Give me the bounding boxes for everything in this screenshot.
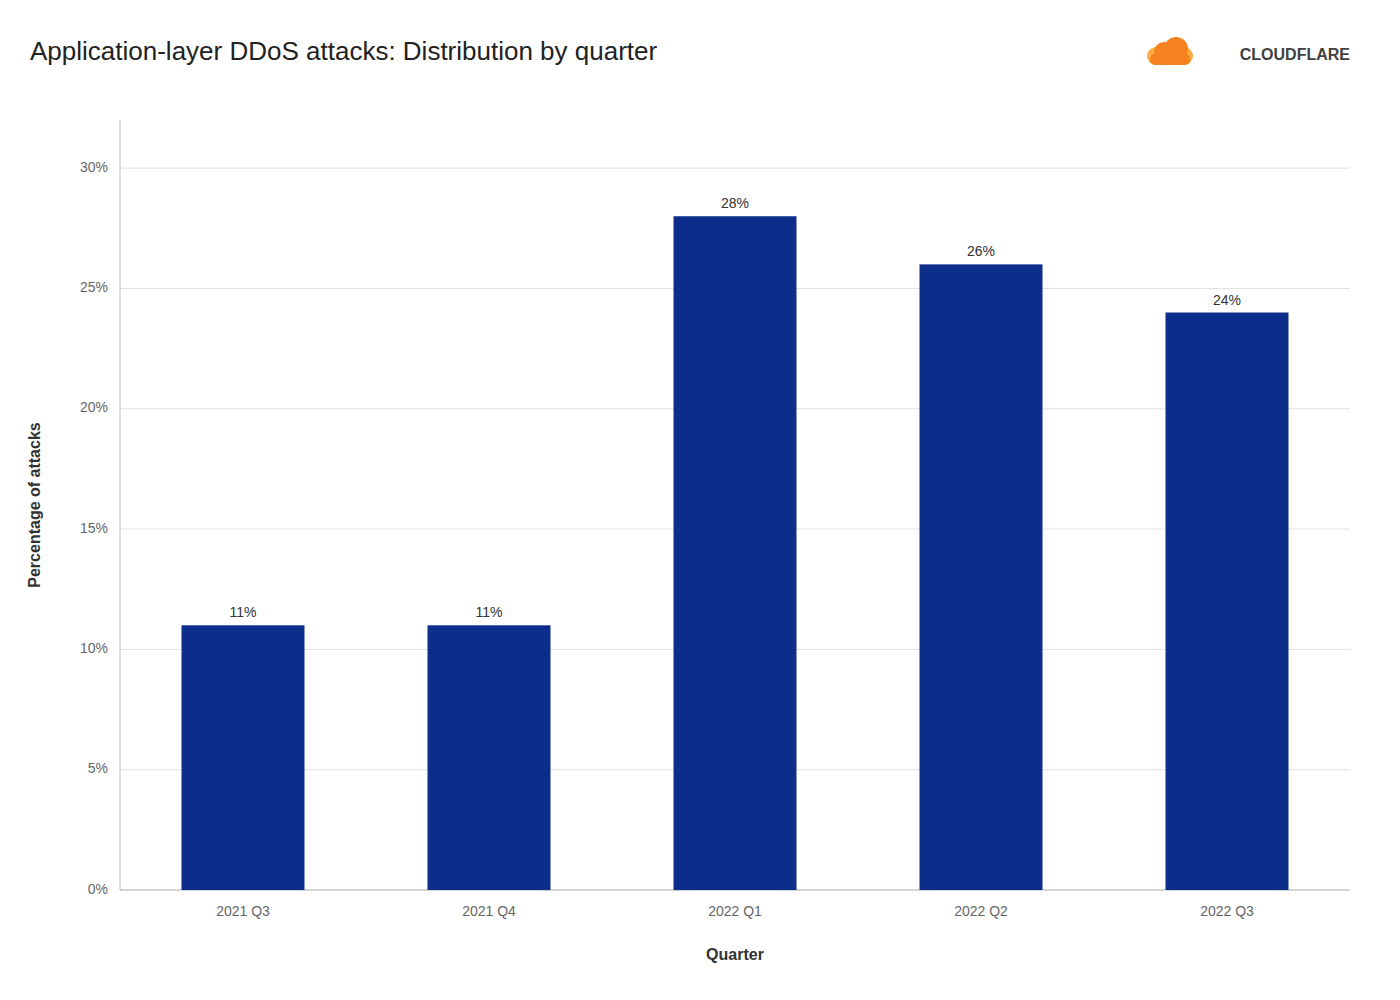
data-label: 28%: [721, 195, 749, 211]
x-tick-label: 2021 Q4: [462, 903, 516, 919]
bar: [182, 625, 305, 890]
annotation: CLOUDFLARE: [1240, 46, 1351, 63]
y-tick-label: 0%: [88, 881, 108, 897]
logo-cloud-part: [1150, 54, 1190, 65]
bar: [428, 625, 551, 890]
data-label: 24%: [1213, 292, 1241, 308]
logo-cloud: [1147, 37, 1193, 65]
y-tick-label: 5%: [88, 760, 108, 776]
chart-container: 0% 5% 10% 15% 20% 25% 30% 11% 11% 28% 26% 24% 2021 Q…: [0, 0, 1400, 1000]
chart-svg: 0% 5% 10% 15% 20% 25% 30% 11% 11% 28% 26% 24% 2021 Q…: [0, 0, 1400, 1000]
y-tick-label: 30%: [80, 159, 108, 175]
data-label: 26%: [967, 243, 995, 259]
grid-line: [120, 168, 1350, 169]
bar: [920, 264, 1043, 890]
bar: [1166, 313, 1289, 891]
y-tick-label: 15%: [80, 520, 108, 536]
bar: [674, 216, 797, 890]
bars: [182, 216, 1289, 890]
x-tick-label: 2022 Q3: [1200, 903, 1254, 919]
y-axis-label: Percentage of attacks: [26, 422, 43, 588]
y-tick-label: 10%: [80, 640, 108, 656]
data-label: 11%: [230, 604, 257, 620]
x-tick-label: 2021 Q3: [216, 903, 270, 919]
x-axis-label: Quarter: [706, 946, 764, 963]
title: Application-layer DDoS attacks: Distribu…: [30, 36, 658, 66]
y-tick-label: 25%: [80, 279, 108, 295]
grid: [120, 168, 1350, 890]
y-axis-line: [120, 120, 121, 890]
x-tick-label: 2022 Q2: [954, 903, 1008, 919]
x-tick-label: 2022 Q1: [708, 903, 762, 919]
data-label: 11%: [476, 604, 503, 620]
y-tick-label: 20%: [80, 399, 108, 415]
